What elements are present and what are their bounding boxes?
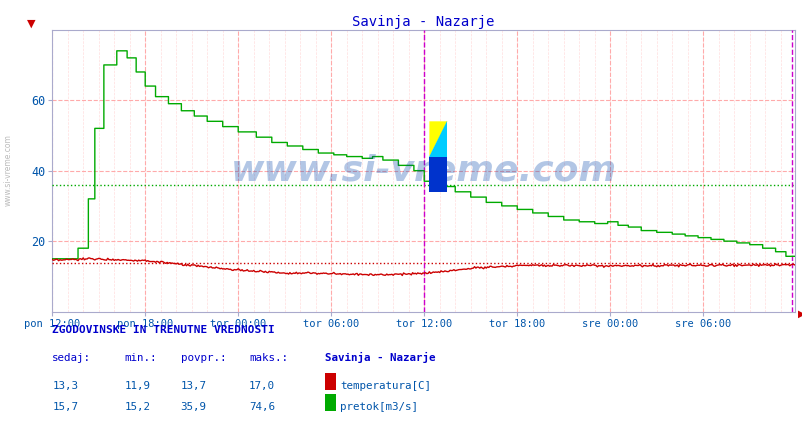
Text: 17,0: 17,0: [249, 381, 274, 391]
Text: sedaj:: sedaj:: [52, 353, 91, 363]
Polygon shape: [429, 121, 447, 156]
Text: 15,7: 15,7: [52, 402, 78, 412]
Text: maks.:: maks.:: [249, 353, 288, 363]
Text: Savinja - Nazarje: Savinja - Nazarje: [325, 352, 435, 363]
Text: 74,6: 74,6: [249, 402, 274, 412]
Text: temperatura[C]: temperatura[C]: [340, 381, 431, 391]
Text: min.:: min.:: [124, 353, 156, 363]
Text: www.si-vreme.com: www.si-vreme.com: [3, 134, 13, 206]
Text: 11,9: 11,9: [124, 381, 150, 391]
Text: 35,9: 35,9: [180, 402, 206, 412]
Polygon shape: [429, 121, 447, 156]
Polygon shape: [429, 156, 447, 192]
Text: 15,2: 15,2: [124, 402, 150, 412]
Text: pretok[m3/s]: pretok[m3/s]: [340, 402, 418, 412]
Text: 13,3: 13,3: [52, 381, 78, 391]
Text: povpr.:: povpr.:: [180, 353, 226, 363]
Text: ▶: ▶: [796, 309, 802, 319]
Text: 13,7: 13,7: [180, 381, 206, 391]
Title: Savinja - Nazarje: Savinja - Nazarje: [352, 14, 494, 28]
Text: ZGODOVINSKE IN TRENUTNE VREDNOSTI: ZGODOVINSKE IN TRENUTNE VREDNOSTI: [52, 325, 274, 335]
Text: ▼: ▼: [27, 19, 35, 29]
Text: www.si-vreme.com: www.si-vreme.com: [230, 153, 616, 188]
